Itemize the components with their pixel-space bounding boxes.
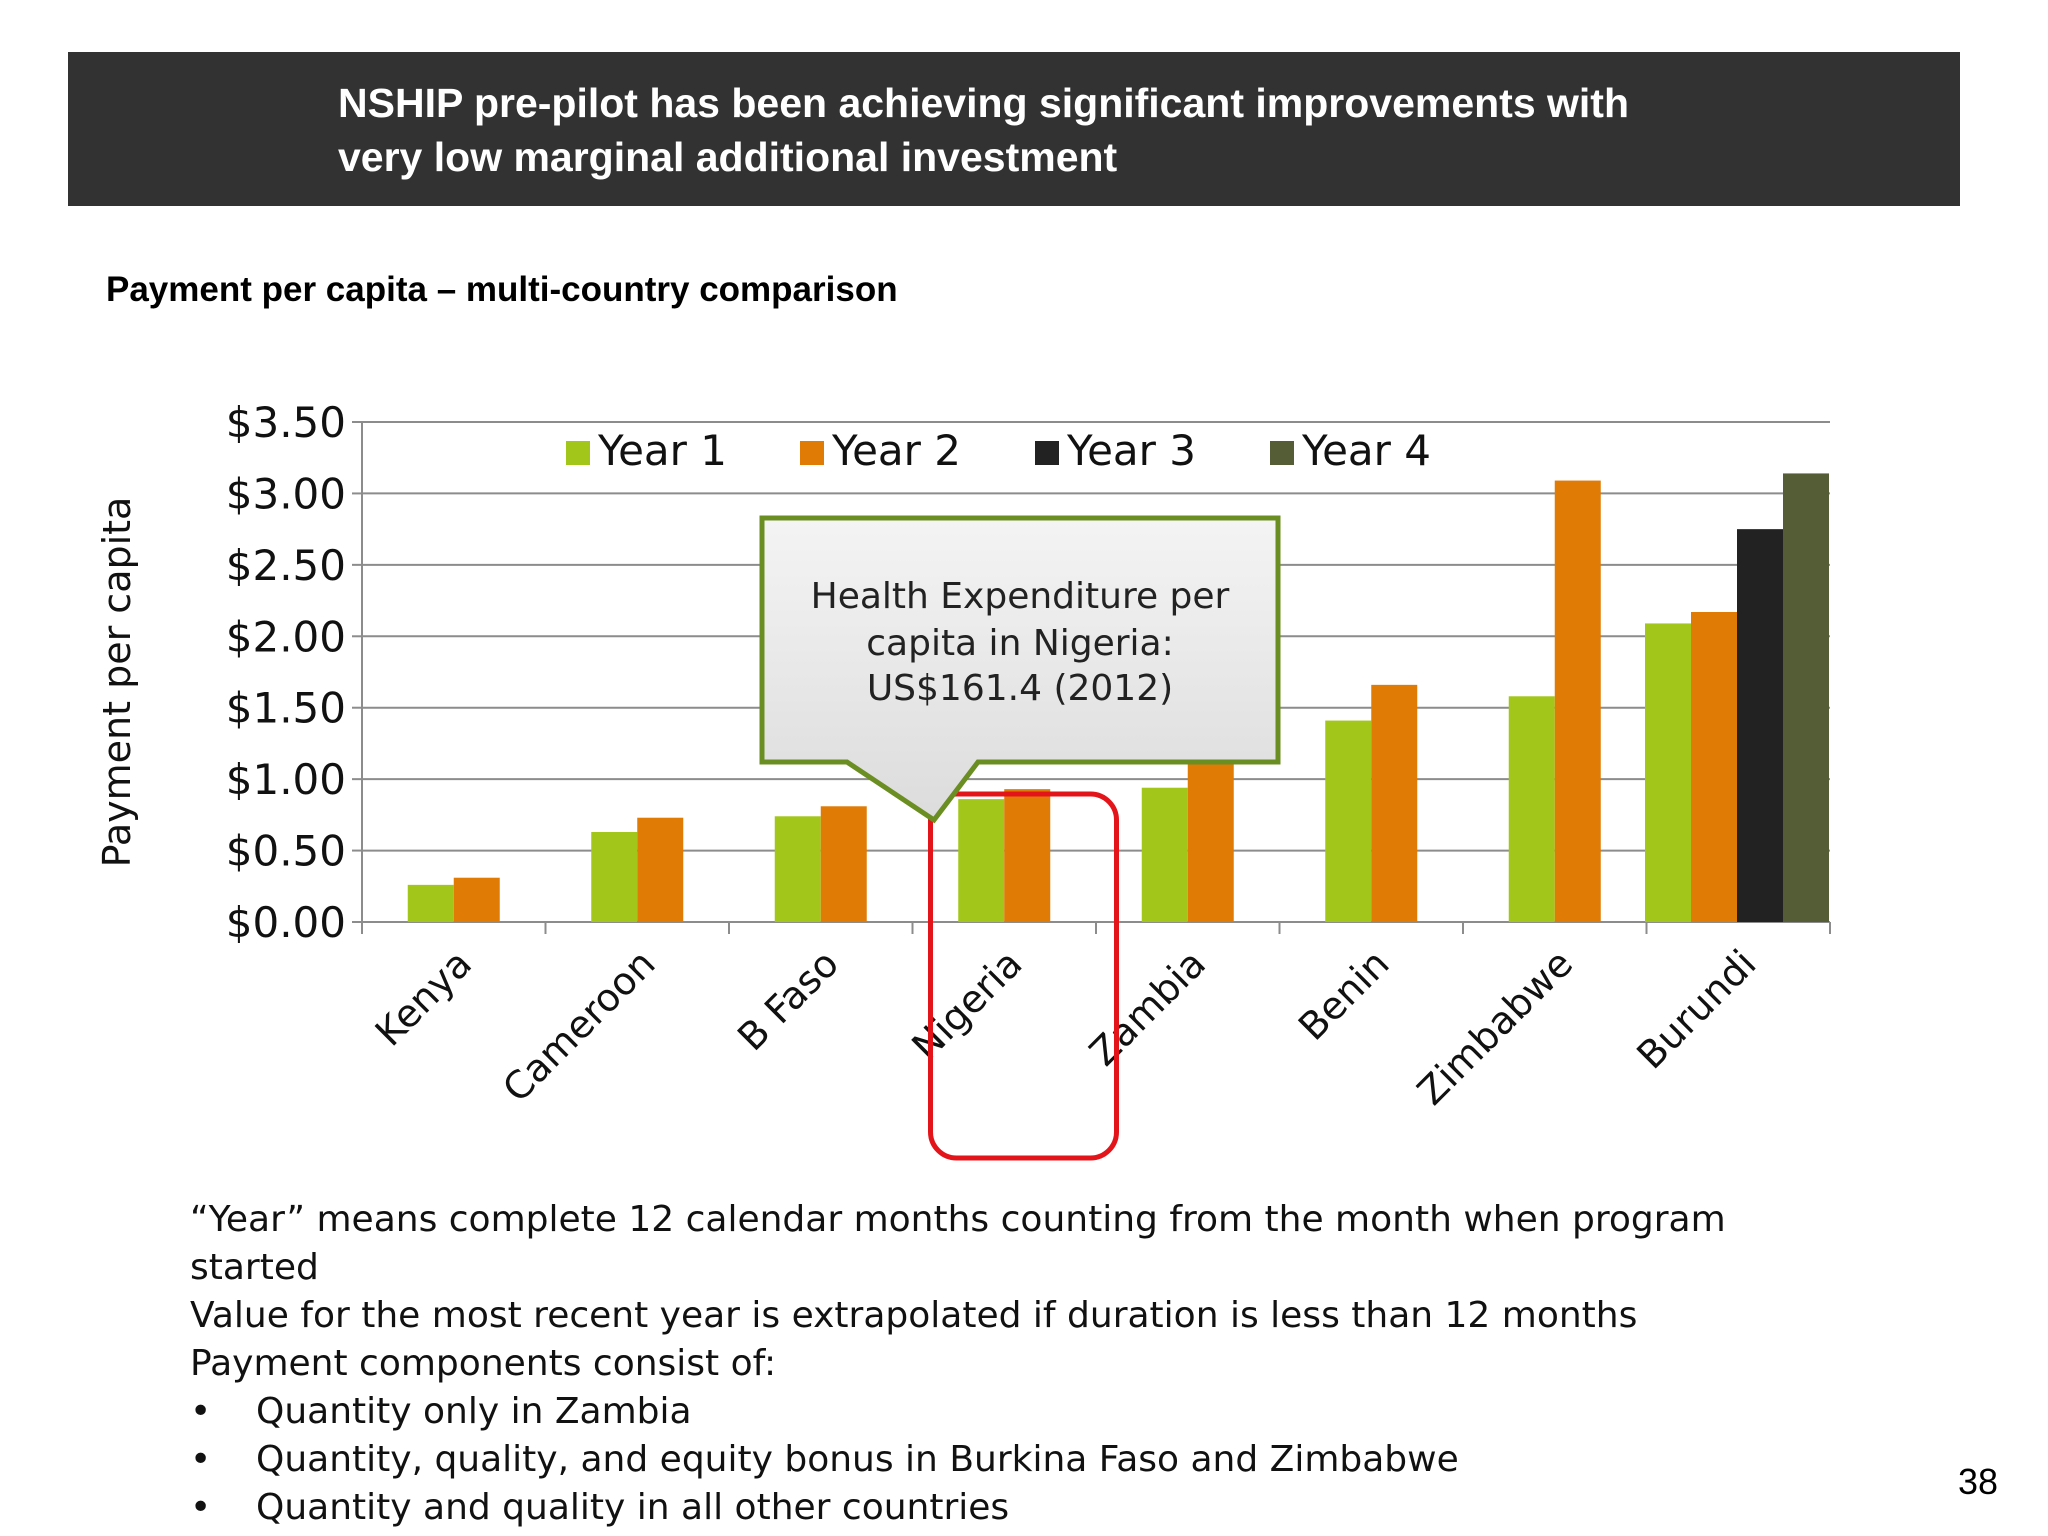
y-tick-label: $2.00 (226, 612, 346, 661)
legend-swatch (1035, 441, 1059, 465)
legend-swatch (800, 441, 824, 465)
x-tick-label: Burundi (1628, 941, 1764, 1077)
bullet-marker: • (190, 1487, 212, 1528)
note-line: Value for the most recent year is extrap… (190, 1295, 1638, 1336)
x-tick-label: Benin (1290, 941, 1398, 1049)
bar-year-1 (1645, 623, 1691, 922)
bullet-item: • Quantity only in Zambia (190, 1388, 1890, 1436)
legend-swatch (1270, 441, 1294, 465)
page-number: 38 (1958, 1461, 1999, 1502)
bar-year-2 (637, 817, 684, 922)
highlight-box (928, 791, 1119, 1161)
bar-year-2 (1004, 789, 1051, 922)
callout-text-line: Health Expenditure per (811, 576, 1230, 617)
bar-year-2 (820, 806, 867, 922)
y-tick-label: $0.00 (226, 898, 346, 947)
y-tick-label: $3.50 (226, 398, 346, 447)
bullet-marker: • (190, 1391, 212, 1432)
title-bar: NSHIP pre-pilot has been achieving signi… (68, 52, 1960, 206)
legend-label: Year 4 (1301, 426, 1431, 475)
bullet-marker: • (190, 1439, 212, 1480)
bar-year-1 (1325, 720, 1372, 922)
bullet-item: • Quantity and quality in all other coun… (190, 1484, 1890, 1532)
bar-year-2 (1554, 480, 1601, 922)
bar-year-1 (958, 799, 1005, 922)
note-line: Payment components consist of: (190, 1343, 777, 1384)
note-line: “Year” means complete 12 calendar months… (190, 1199, 1726, 1240)
y-tick-label: $0.50 (226, 827, 346, 876)
notes: “Year” means complete 12 calendar months… (190, 1196, 1890, 1532)
bar-year-1 (1141, 787, 1188, 922)
bar-year-2 (1691, 612, 1737, 922)
y-tick-label: $2.50 (226, 541, 346, 590)
callout-text-line: capita in Nigeria: (866, 623, 1174, 664)
slide-title-line1: NSHIP pre-pilot has been achieving signi… (338, 80, 1629, 126)
bar-year-1 (1508, 696, 1555, 922)
y-tick-label: $3.00 (226, 469, 346, 518)
legend-swatch (566, 441, 590, 465)
y-axis-title: Payment per capita (95, 497, 139, 868)
bar-year-1 (407, 884, 454, 922)
note-line: started (190, 1247, 319, 1288)
bar-year-1 (774, 816, 821, 922)
bullet-text: Quantity and quality in all other countr… (256, 1487, 1010, 1528)
bar-year-4 (1783, 473, 1829, 922)
callout-shape (759, 515, 1281, 824)
legend: Year 1 Year 2 Year 3 Year 4 (566, 426, 1431, 475)
bar-year-2 (453, 877, 500, 922)
slide-title-line2: very low marginal additional investment (338, 134, 1118, 180)
x-tick-label: Zambia (1081, 941, 1214, 1074)
callout-text-line: US$161.4 (2012) (867, 668, 1173, 709)
bar-year-3 (1737, 529, 1783, 922)
y-tick-label: $1.50 (226, 684, 346, 733)
bar-year-1 (591, 832, 638, 922)
bullet-text: Quantity only in Zambia (256, 1391, 692, 1432)
y-tick-label: $1.00 (226, 755, 346, 804)
bullet-text: Quantity, quality, and equity bonus in B… (256, 1439, 1459, 1480)
legend-label: Year 1 (597, 426, 727, 475)
x-tick-label: Zimbabwe (1409, 941, 1581, 1113)
callout: Health Expenditure per capita in Nigeria:… (759, 515, 1281, 824)
x-tick-label: Kenya (367, 941, 480, 1054)
legend-label: Year 2 (831, 426, 961, 475)
legend-label: Year 3 (1066, 426, 1196, 475)
x-tick-label: B Faso (729, 941, 847, 1059)
bar-year-2 (1371, 684, 1418, 922)
slide-title: NSHIP pre-pilot has been achieving signi… (338, 76, 1898, 184)
bar-year-2 (1187, 756, 1234, 922)
x-tick-label: Cameroon (494, 941, 663, 1110)
chart-subtitle: Payment per capita – multi-country compa… (106, 270, 898, 309)
nigeria-highlight (928, 791, 1119, 1161)
bullet-item: • Quantity, quality, and equity bonus in… (190, 1436, 1890, 1484)
bars (407, 473, 1829, 922)
x-tick-label: Nigeria (903, 941, 1030, 1068)
